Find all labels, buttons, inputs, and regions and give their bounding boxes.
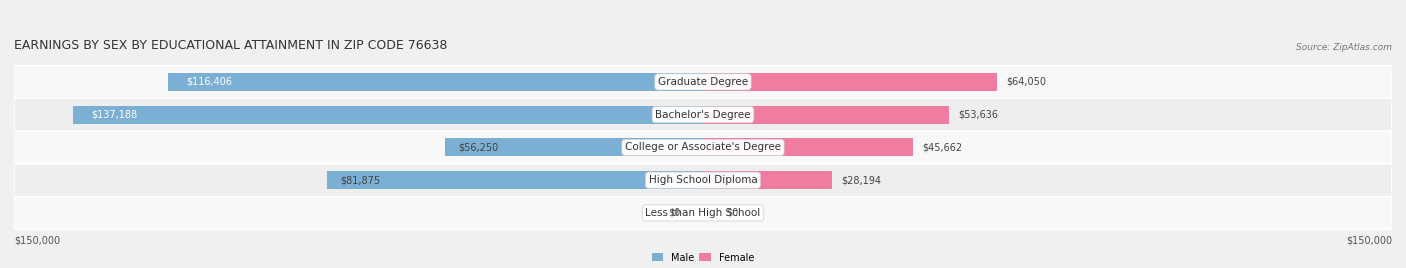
- FancyBboxPatch shape: [14, 131, 1392, 164]
- Text: EARNINGS BY SEX BY EDUCATIONAL ATTAINMENT IN ZIP CODE 76638: EARNINGS BY SEX BY EDUCATIONAL ATTAINMEN…: [14, 39, 447, 53]
- Text: $116,406: $116,406: [187, 77, 233, 87]
- Text: Source: ZipAtlas.com: Source: ZipAtlas.com: [1296, 43, 1392, 53]
- Text: $56,250: $56,250: [458, 142, 499, 152]
- Bar: [703, 171, 832, 189]
- FancyBboxPatch shape: [14, 65, 1392, 98]
- Text: College or Associate's Degree: College or Associate's Degree: [626, 142, 780, 152]
- FancyBboxPatch shape: [14, 196, 1392, 229]
- Text: $150,000: $150,000: [1346, 235, 1392, 245]
- Text: $81,875: $81,875: [340, 175, 381, 185]
- Text: Less than High School: Less than High School: [645, 208, 761, 218]
- Legend: Male, Female: Male, Female: [652, 253, 754, 263]
- FancyBboxPatch shape: [14, 98, 1392, 131]
- Text: $0: $0: [725, 208, 738, 218]
- Text: $53,636: $53,636: [959, 110, 998, 120]
- Bar: [73, 106, 703, 124]
- Bar: [703, 73, 997, 91]
- FancyBboxPatch shape: [14, 164, 1392, 196]
- Text: $0: $0: [668, 208, 681, 218]
- Bar: [703, 138, 912, 157]
- Bar: [169, 73, 703, 91]
- Text: Bachelor's Degree: Bachelor's Degree: [655, 110, 751, 120]
- Bar: [703, 106, 949, 124]
- Text: High School Diploma: High School Diploma: [648, 175, 758, 185]
- Text: $45,662: $45,662: [922, 142, 962, 152]
- Text: $64,050: $64,050: [1007, 77, 1046, 87]
- Bar: [328, 171, 703, 189]
- Text: $28,194: $28,194: [842, 175, 882, 185]
- Bar: [444, 138, 703, 157]
- Text: $150,000: $150,000: [14, 235, 60, 245]
- Text: $137,188: $137,188: [91, 110, 138, 120]
- Text: Graduate Degree: Graduate Degree: [658, 77, 748, 87]
